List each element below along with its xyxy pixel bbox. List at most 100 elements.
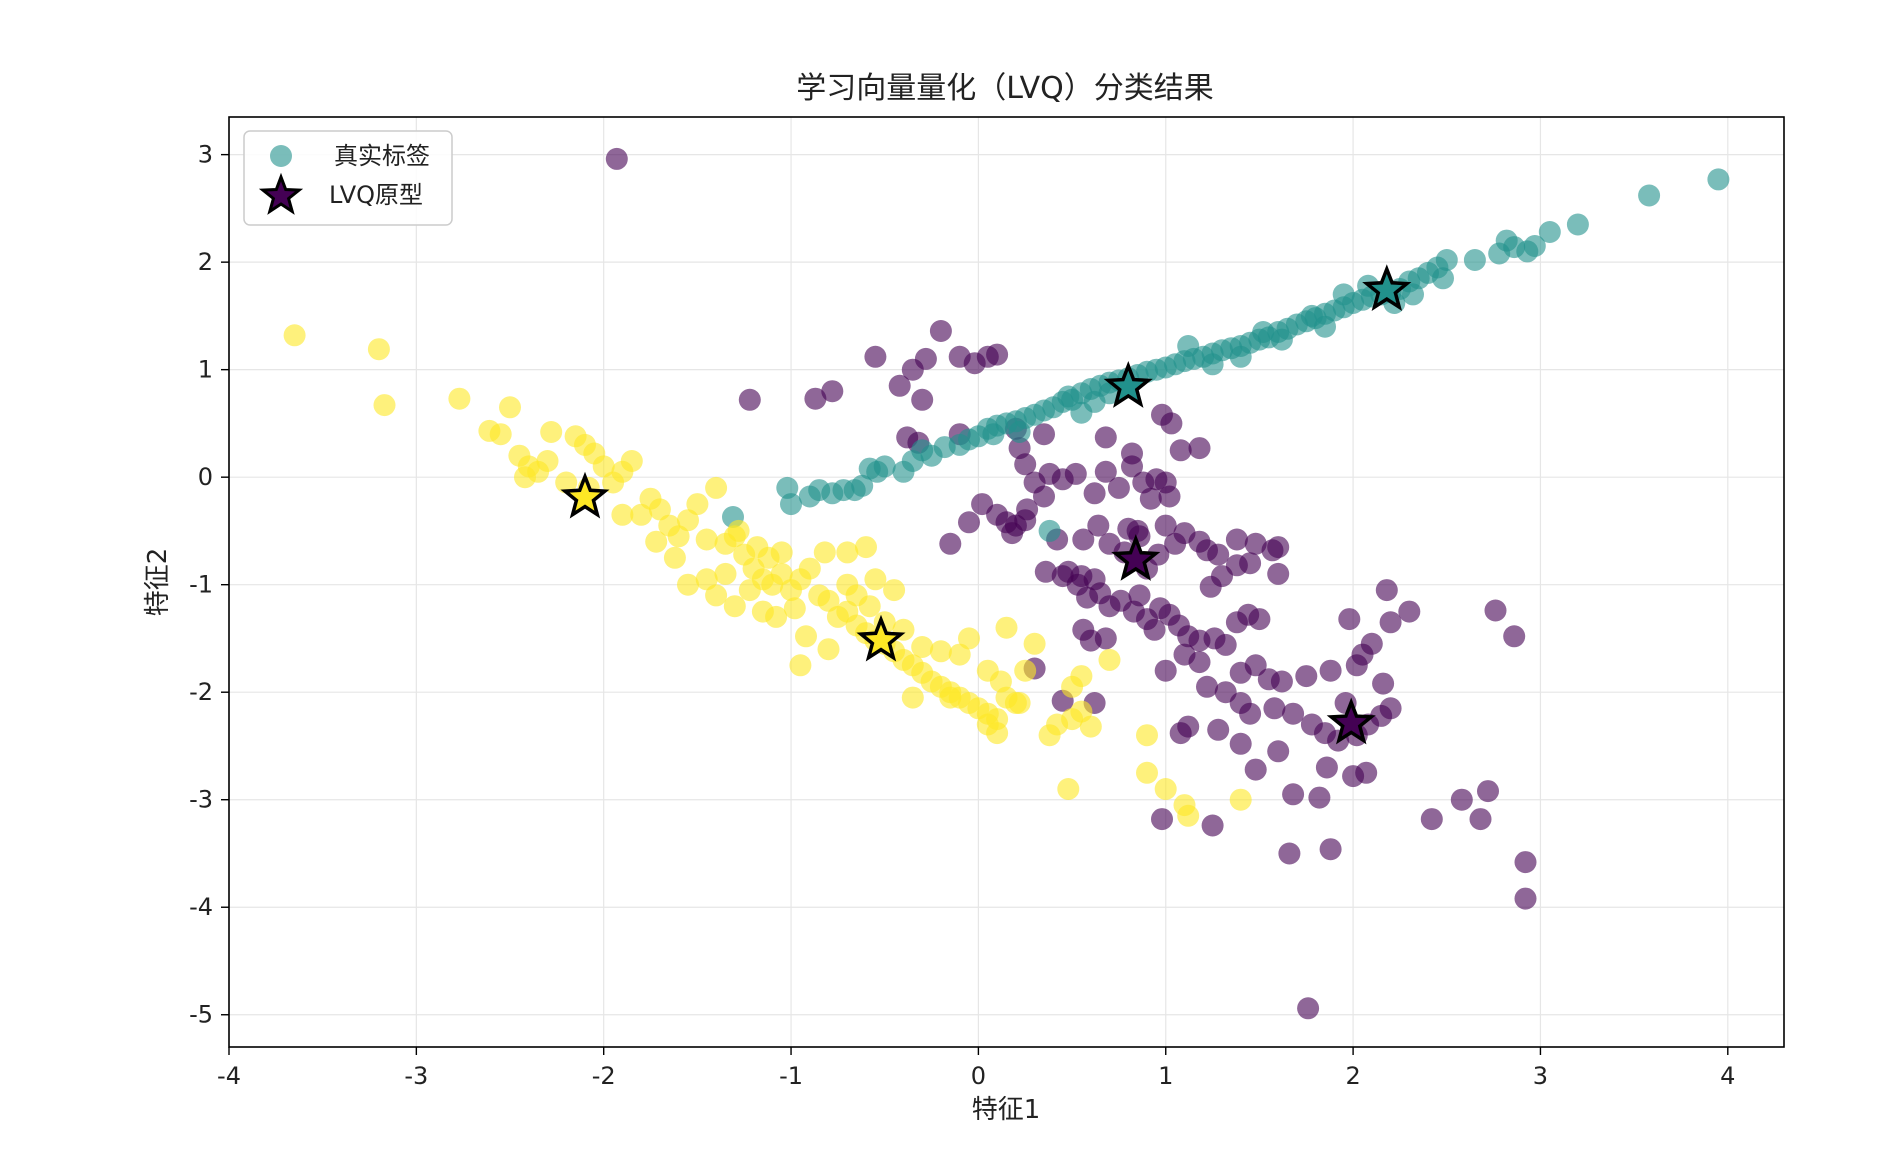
data-point-class-2 [836, 541, 859, 564]
data-point-class-0 [1225, 528, 1248, 551]
data-point-class-1 [1229, 345, 1252, 368]
data-point-class-0 [1297, 997, 1320, 1020]
data-point-class-0 [1375, 579, 1398, 602]
data-point-class-2 [645, 530, 668, 553]
data-point-class-2 [989, 670, 1012, 693]
data-point-class-0 [1083, 482, 1106, 505]
y-tick-label: 3 [198, 141, 213, 169]
data-point-class-2 [813, 541, 836, 564]
data-point-class-0 [1469, 808, 1492, 831]
data-point-class-0 [1244, 532, 1267, 555]
data-point-class-0 [1282, 783, 1305, 806]
data-point-class-1 [1038, 519, 1061, 542]
data-point-class-0 [1139, 487, 1162, 510]
legend-marker-true-labels [270, 145, 292, 167]
data-point-class-0 [1034, 560, 1057, 583]
data-point-class-0 [1244, 758, 1267, 781]
legend-label-true-labels: 真实标签 [334, 142, 430, 170]
data-point-class-2 [695, 568, 718, 591]
data-point-class-2 [705, 584, 728, 607]
x-tick-label: 4 [1720, 1062, 1735, 1090]
legend: 真实标签 LVQ原型 [243, 130, 453, 226]
data-point-class-0 [1270, 670, 1293, 693]
data-point-class-0 [1484, 599, 1507, 622]
y-tick-label: -1 [189, 571, 213, 599]
lvq-prototype-star [1362, 264, 1412, 312]
data-point-class-2 [1079, 715, 1102, 738]
y-tick-label: -3 [189, 786, 213, 814]
data-point-class-0 [1514, 887, 1537, 910]
data-point-class-0 [1338, 608, 1361, 631]
data-point-class-2 [367, 338, 390, 361]
data-point-class-2 [864, 568, 887, 591]
data-point-class-0 [605, 147, 628, 170]
data-point-class-2 [648, 498, 671, 521]
data-point-class-2 [1229, 788, 1252, 811]
y-axis-label: 特征2 [143, 548, 173, 617]
data-point-class-0 [1154, 659, 1177, 682]
y-tick-label: 0 [198, 463, 213, 491]
x-tick-label: 2 [1345, 1062, 1360, 1090]
y-tick-label: -5 [189, 1001, 213, 1029]
data-point-class-2 [1136, 724, 1158, 747]
data-point-class-2 [746, 536, 769, 559]
y-tick-label: -4 [189, 893, 213, 921]
data-point-class-0 [1379, 611, 1402, 634]
lvq-prototype-star [1111, 534, 1161, 581]
lvq-prototype-star [1103, 361, 1153, 408]
data-point-class-0 [1094, 627, 1117, 650]
data-point-class-1 [1008, 421, 1031, 443]
data-point-class-0 [1278, 842, 1301, 865]
data-point-class-2 [958, 627, 980, 650]
data-point-class-0 [1244, 654, 1267, 677]
data-points [283, 147, 1730, 1020]
data-point-class-1 [1252, 321, 1275, 343]
data-point-class-1 [1177, 335, 1200, 357]
data-point-class-0 [1072, 528, 1095, 551]
legend-label-lvq-prototypes: LVQ原型 [329, 181, 423, 209]
data-point-class-0 [1121, 442, 1143, 465]
data-point-class-0 [1014, 509, 1037, 532]
x-axis-ticks: -4 -3 -2 -1 0 1 2 3 4 [217, 1047, 1735, 1090]
data-point-class-2 [1098, 648, 1121, 671]
data-point-class-2 [817, 589, 840, 612]
data-point-class-0 [804, 387, 827, 410]
data-point-class-2 [555, 471, 578, 494]
data-point-class-2 [1177, 804, 1200, 827]
data-point-class-0 [888, 374, 911, 397]
data-point-class-2 [667, 525, 690, 548]
lvq-prototype-star [560, 471, 610, 519]
data-point-class-0 [1267, 740, 1290, 763]
data-point-class-0 [1014, 453, 1037, 476]
data-point-class-2 [1136, 761, 1158, 784]
data-point-class-0 [1064, 462, 1087, 485]
data-point-class-0 [1239, 702, 1262, 725]
data-point-class-1 [1463, 249, 1486, 271]
data-point-class-0 [1188, 651, 1211, 674]
data-point-class-0 [929, 320, 952, 342]
lvq-prototype-star [856, 614, 906, 662]
data-point-class-2 [611, 503, 634, 526]
data-point-class-0 [911, 388, 934, 411]
data-point-class-0 [1315, 756, 1338, 779]
data-point-class-0 [958, 511, 980, 534]
lvq-prototype-star [1326, 697, 1376, 745]
y-tick-label: -2 [189, 678, 213, 706]
data-point-class-2 [858, 595, 881, 618]
data-point-class-2 [883, 579, 906, 602]
data-point-class-2 [770, 562, 793, 585]
data-point-class-2 [986, 722, 1009, 745]
data-point-class-1 [1707, 168, 1730, 191]
data-point-class-0 [1282, 702, 1305, 725]
data-point-class-0 [1196, 675, 1218, 698]
data-point-class-0 [1128, 584, 1151, 607]
data-point-class-0 [821, 380, 844, 403]
data-point-class-0 [1355, 761, 1378, 784]
data-point-class-2 [1023, 632, 1046, 655]
data-point-class-0 [1308, 786, 1331, 809]
x-tick-label: -1 [779, 1062, 803, 1090]
data-point-class-0 [1420, 808, 1443, 831]
data-point-class-2 [540, 421, 563, 443]
data-point-class-1 [1432, 267, 1454, 290]
